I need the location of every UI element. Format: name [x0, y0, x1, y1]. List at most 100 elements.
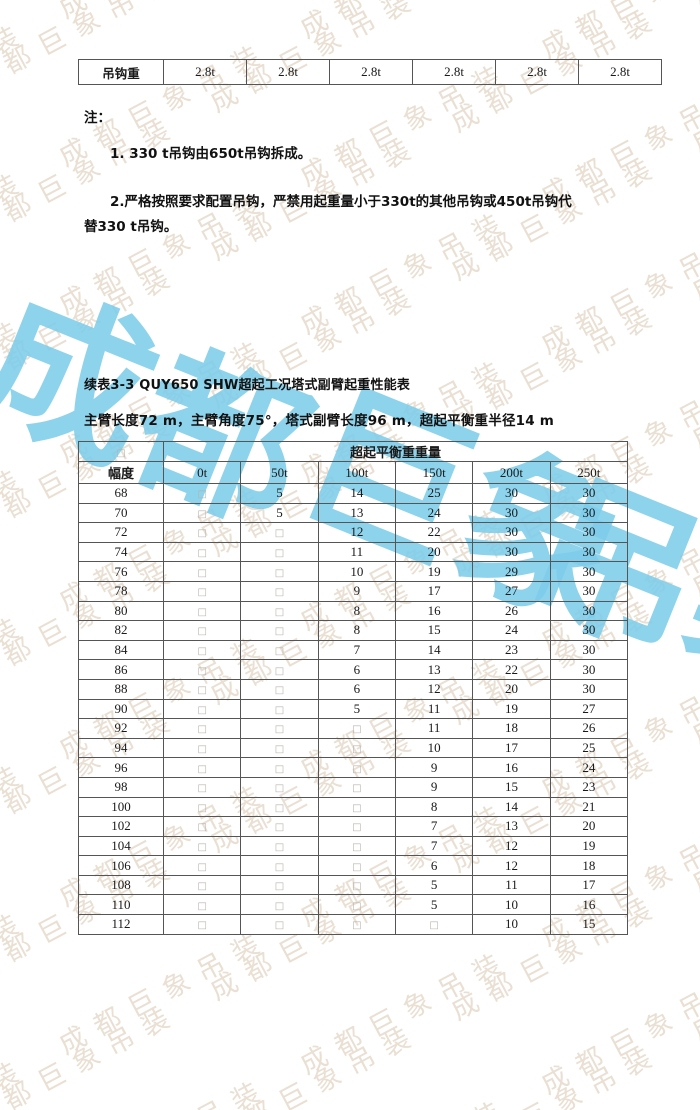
empty-placeholder-icon: □: [197, 822, 207, 834]
cell-radius: 88: [78, 678, 164, 700]
cell-capacity: □: [240, 855, 319, 876]
empty-placeholder-icon: □: [352, 724, 362, 736]
cell-capacity: □: [162, 855, 242, 876]
table-row: 102 □ □ □ 7 13 20: [78, 816, 629, 837]
cell-capacity: 22: [472, 659, 551, 680]
cell-capacity: 10: [317, 561, 396, 582]
table-row: 104 □ □ □ 7 12 19: [78, 835, 629, 857]
empty-placeholder-icon: □: [274, 665, 285, 677]
note-item-2-line2: 替330 t吊钩。: [84, 219, 178, 236]
cell-capacity: 7: [394, 816, 474, 837]
cell-capacity: □: [162, 718, 242, 739]
cell-radius: 74: [78, 541, 164, 563]
cell-capacity: 25: [549, 737, 629, 759]
cell-capacity: □: [240, 835, 319, 857]
cell-capacity: 9: [317, 580, 396, 602]
cell-capacity: □: [240, 600, 319, 622]
cell-radius: 108: [78, 874, 164, 896]
cell-capacity: □: [317, 816, 396, 837]
cell-capacity: □: [162, 522, 242, 543]
cell-capacity: 7: [394, 835, 474, 857]
cell-capacity: □: [317, 776, 396, 798]
cell-capacity: 6: [394, 855, 474, 876]
cell-capacity: 12: [472, 855, 551, 876]
table-row: 68 □ 5 14 25 30 30: [78, 483, 629, 504]
cell-radius: 82: [78, 620, 164, 641]
hook-weight-label: 吊钩重: [78, 59, 164, 85]
empty-placeholder-icon: □: [274, 900, 285, 912]
table-row: 90 □ □ 5 11 19 27: [78, 698, 629, 720]
cell-capacity: □: [162, 757, 242, 778]
cell-capacity: 5: [394, 874, 474, 896]
cell-capacity: 9: [394, 757, 474, 778]
cell-capacity: 18: [549, 855, 629, 876]
cell-capacity: 30: [549, 483, 629, 504]
cell-capacity: 20: [472, 678, 551, 700]
cell-capacity: □: [162, 796, 242, 818]
cell-capacity: 30: [472, 502, 551, 524]
lifting-performance-table: □ 超起平衡重重量 幅度 0t 50t 100t 150t 200t 250t 68 □ 5 14 25 3…: [78, 441, 629, 935]
cell-radius: 90: [78, 698, 164, 720]
hook-weight-value: 2.8t: [163, 59, 247, 85]
cell-capacity: 12: [317, 522, 396, 543]
empty-placeholder-icon: □: [352, 920, 362, 932]
table-row: 82 □ □ 8 15 24 30: [78, 620, 629, 641]
cell-capacity: 17: [394, 580, 474, 602]
empty-placeholder-icon: □: [197, 704, 207, 716]
empty-placeholder-icon: □: [274, 783, 285, 795]
cell-radius: 106: [78, 855, 164, 876]
empty-placeholder-icon: □: [197, 626, 207, 638]
empty-placeholder-icon: □: [274, 685, 285, 697]
hook-weight-value: 2.8t: [578, 59, 662, 85]
cell-capacity: □: [240, 580, 319, 602]
watermark-row: 成都巨象吊装 成都巨象吊装 成都巨象吊装 成都巨象吊装 成都巨象吊装 成都巨象吊…: [0, 397, 700, 1110]
cell-capacity: 26: [472, 600, 551, 622]
cell-capacity: 5: [240, 502, 319, 524]
cell-capacity: □: [240, 522, 319, 543]
cell-radius: 110: [78, 894, 164, 916]
cell-capacity: 13: [394, 659, 474, 680]
cell-capacity: □: [162, 659, 242, 680]
empty-placeholder-icon: □: [197, 587, 207, 599]
cell-capacity: 24: [549, 757, 629, 778]
cell-capacity: □: [240, 737, 319, 759]
empty-placeholder-icon: □: [274, 587, 285, 599]
empty-placeholder-icon: □: [352, 744, 362, 756]
cell-radius: 94: [78, 737, 164, 759]
empty-placeholder-icon: □: [197, 685, 207, 697]
empty-placeholder-icon: □: [197, 802, 207, 814]
cell-capacity: □: [240, 894, 319, 916]
cell-capacity: 7: [317, 639, 396, 661]
table-row: 76 □ □ 10 19 29 30: [78, 561, 629, 582]
cell-capacity: 13: [317, 502, 396, 524]
empty-placeholder-icon: □: [197, 763, 207, 775]
cell-capacity: 21: [549, 796, 629, 818]
column-header-counterweight: 250t: [549, 461, 629, 484]
watermark-row: 成都巨象吊装 成都巨象吊装 成都巨象吊装 成都巨象吊装 成都巨象吊装 成都巨象吊…: [0, 323, 700, 1110]
empty-placeholder-icon: □: [197, 724, 207, 736]
empty-placeholder-icon: □: [197, 489, 207, 501]
cell-capacity: □: [240, 639, 319, 661]
empty-placeholder-icon: □: [274, 763, 285, 775]
watermark-row: 成都巨象吊装 成都巨象吊装 成都巨象吊装 成都巨象吊装 成都巨象吊装 成都巨象吊…: [0, 0, 700, 24]
cell-capacity: 30: [472, 541, 551, 563]
empty-placeholder-icon: □: [274, 744, 285, 756]
cell-radius: 72: [78, 522, 164, 543]
empty-placeholder-icon: □: [197, 508, 207, 520]
empty-placeholder-icon: □: [274, 646, 285, 658]
section-heading: 续表3-3 QUY650 SHW超起工况塔式副臂起重性能表: [84, 378, 411, 393]
cell-capacity: □: [317, 874, 396, 896]
cell-capacity: 12: [394, 678, 474, 700]
cell-radius: 78: [78, 580, 164, 602]
table-row: 112 □ □ □ □ 10 15: [78, 914, 629, 935]
hook-weight-value: 2.8t: [246, 59, 330, 85]
cell-capacity: □: [394, 914, 474, 935]
cell-capacity: 8: [394, 796, 474, 818]
cell-capacity: □: [240, 561, 319, 582]
cell-capacity: 16: [472, 757, 551, 778]
cell-capacity: □: [162, 541, 242, 563]
table-row: 96 □ □ □ 9 16 24: [78, 757, 629, 778]
cell-capacity: 20: [549, 816, 629, 837]
empty-placeholder-icon: □: [274, 841, 285, 853]
section-parameters: 主臂长度72 m，主臂角度75°，塔式副臂长度96 m，超起平衡重半径14 m: [84, 413, 554, 429]
